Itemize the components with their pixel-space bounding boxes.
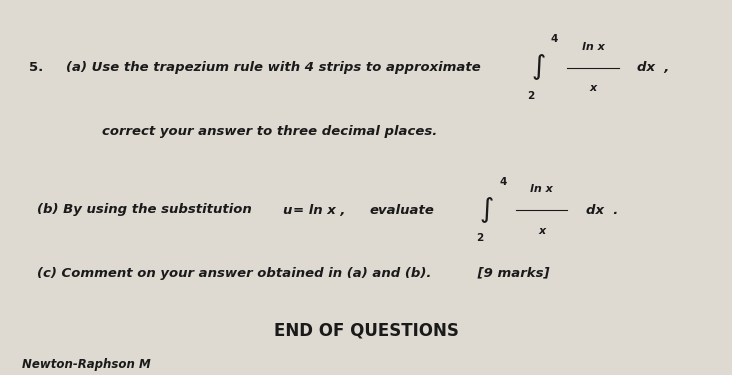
Text: ln x: ln x xyxy=(581,42,605,52)
Text: 2: 2 xyxy=(476,233,483,243)
Text: x: x xyxy=(589,83,597,93)
Text: = ln x ,: = ln x , xyxy=(293,204,346,216)
Text: Newton-Raphson M: Newton-Raphson M xyxy=(22,358,151,371)
Text: $\int$: $\int$ xyxy=(479,195,494,225)
Text: (a) Use the trapezium rule with 4 strips to approximate: (a) Use the trapezium rule with 4 strips… xyxy=(66,61,481,74)
Text: correct your answer to three decimal places.: correct your answer to three decimal pla… xyxy=(102,125,438,138)
Text: 5.: 5. xyxy=(29,61,43,74)
Text: ln x: ln x xyxy=(530,184,553,194)
Text: x: x xyxy=(538,226,545,236)
Text: (c) Comment on your answer obtained in (a) and (b).          [9 marks]: (c) Comment on your answer obtained in (… xyxy=(37,267,549,280)
Text: dx  ,: dx , xyxy=(637,61,669,74)
Text: 4: 4 xyxy=(499,177,507,187)
Text: END OF QUESTIONS: END OF QUESTIONS xyxy=(274,321,458,339)
Text: $\int$: $\int$ xyxy=(531,53,545,82)
Text: dx  .: dx . xyxy=(586,204,618,216)
Text: evaluate: evaluate xyxy=(370,204,435,216)
Text: 4: 4 xyxy=(550,34,558,44)
Text: 2: 2 xyxy=(527,91,534,101)
Text: (b) By using the substitution: (b) By using the substitution xyxy=(37,204,251,216)
Text: u: u xyxy=(282,204,291,216)
